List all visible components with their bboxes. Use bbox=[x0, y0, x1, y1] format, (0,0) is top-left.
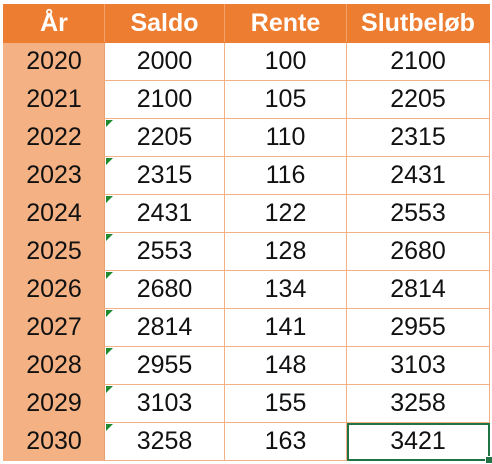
header-row: År Saldo Rente Slutbeløb bbox=[3, 4, 490, 43]
saldo-cell[interactable]: 2814 bbox=[104, 308, 225, 347]
rente-cell[interactable]: 134 bbox=[224, 270, 347, 309]
year-cell[interactable]: 2020 bbox=[3, 42, 105, 81]
header-cell-slutbelob[interactable]: Slutbeløb bbox=[346, 4, 490, 43]
saldo-cell[interactable]: 3258 bbox=[104, 422, 225, 461]
saldo-cell[interactable]: 2205 bbox=[104, 118, 225, 157]
rente-cell[interactable]: 155 bbox=[224, 384, 347, 423]
rente-cell[interactable]: 110 bbox=[224, 118, 347, 157]
year-cell[interactable]: 2030 bbox=[3, 422, 105, 461]
slutbelob-cell[interactable]: 2100 bbox=[346, 42, 490, 81]
rente-cell[interactable]: 148 bbox=[224, 346, 347, 385]
saldo-cell[interactable]: 3103 bbox=[104, 384, 225, 423]
rente-cell[interactable]: 128 bbox=[224, 232, 347, 271]
slutbelob-cell[interactable]: 3103 bbox=[346, 346, 490, 385]
selected-cell[interactable]: 3421 bbox=[346, 422, 492, 464]
table-body: 2020 2000 100 2100 2021 2100 105 2205 2022 2205 11… bbox=[3, 42, 492, 464]
slutbelob-cell[interactable]: 2680 bbox=[346, 232, 490, 271]
header-cell-year[interactable]: År bbox=[3, 4, 105, 43]
interest-table: År Saldo Rente Slutbeløb 2020 2000 100 2100… bbox=[3, 4, 492, 464]
table-row: 2027 2814 141 2955 bbox=[3, 308, 490, 347]
saldo-cell[interactable]: 2315 bbox=[104, 156, 225, 195]
saldo-cell[interactable]: 2431 bbox=[104, 194, 225, 233]
header-cell-saldo[interactable]: Saldo bbox=[104, 4, 225, 43]
year-cell[interactable]: 2022 bbox=[3, 118, 105, 157]
year-cell[interactable]: 2024 bbox=[3, 194, 105, 233]
slutbelob-cell[interactable]: 2955 bbox=[346, 308, 490, 347]
slutbelob-cell[interactable]: 2814 bbox=[346, 270, 490, 309]
rente-cell[interactable]: 105 bbox=[224, 80, 347, 119]
header-cell-rente[interactable]: Rente bbox=[224, 4, 347, 43]
slutbelob-cell[interactable]: 2315 bbox=[346, 118, 490, 157]
rente-cell[interactable]: 141 bbox=[224, 308, 347, 347]
fill-handle[interactable] bbox=[485, 456, 492, 464]
year-cell[interactable]: 2028 bbox=[3, 346, 105, 385]
table-row: 2020 2000 100 2100 bbox=[3, 42, 490, 81]
rente-cell[interactable]: 163 bbox=[224, 422, 347, 461]
saldo-cell[interactable]: 2553 bbox=[104, 232, 225, 271]
rente-cell[interactable]: 116 bbox=[224, 156, 347, 195]
table-row: 2029 3103 155 3258 bbox=[3, 384, 490, 423]
table-row: 2028 2955 148 3103 bbox=[3, 346, 490, 385]
saldo-cell[interactable]: 2000 bbox=[104, 42, 225, 81]
year-cell[interactable]: 2025 bbox=[3, 232, 105, 271]
rente-cell[interactable]: 122 bbox=[224, 194, 347, 233]
table-row: 2030 3258 163 3421 bbox=[3, 422, 492, 464]
table-row: 2023 2315 116 2431 bbox=[3, 156, 490, 195]
table-row: 2024 2431 122 2553 bbox=[3, 194, 490, 233]
saldo-cell[interactable]: 2680 bbox=[104, 270, 225, 309]
slutbelob-cell[interactable]: 2205 bbox=[346, 80, 490, 119]
rente-cell[interactable]: 100 bbox=[224, 42, 347, 81]
table-row: 2025 2553 128 2680 bbox=[3, 232, 490, 271]
year-cell[interactable]: 2023 bbox=[3, 156, 105, 195]
table-row: 2022 2205 110 2315 bbox=[3, 118, 490, 157]
slutbelob-cell[interactable]: 2553 bbox=[346, 194, 490, 233]
year-cell[interactable]: 2026 bbox=[3, 270, 105, 309]
table-row: 2021 2100 105 2205 bbox=[3, 80, 490, 119]
year-cell[interactable]: 2027 bbox=[3, 308, 105, 347]
table-row: 2026 2680 134 2814 bbox=[3, 270, 490, 309]
slutbelob-cell[interactable]: 2431 bbox=[346, 156, 490, 195]
slutbelob-cell[interactable]: 3258 bbox=[346, 384, 490, 423]
saldo-cell[interactable]: 2955 bbox=[104, 346, 225, 385]
year-cell[interactable]: 2021 bbox=[3, 80, 105, 119]
saldo-cell[interactable]: 2100 bbox=[104, 80, 225, 119]
year-cell[interactable]: 2029 bbox=[3, 384, 105, 423]
